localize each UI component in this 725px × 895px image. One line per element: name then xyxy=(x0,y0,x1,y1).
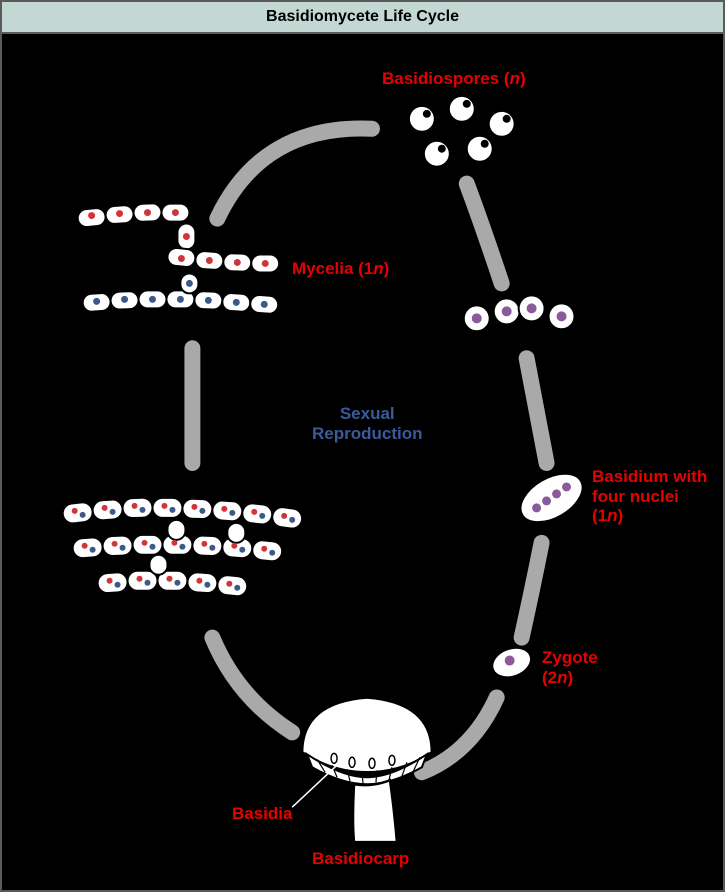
label-basidiospores: Basidiospores (n) xyxy=(382,69,526,89)
figure-title: Basidiomycete Life Cycle xyxy=(2,2,723,34)
figure-container: Basidiomycete Life Cycle xyxy=(0,0,725,892)
label-basidia: Basidia xyxy=(232,804,292,824)
label-basidium-four-nuclei: Basidium with four nuclei (1n) xyxy=(592,467,707,526)
label-sexual-reproduction: SexualReproduction xyxy=(312,404,423,443)
four-cells-group xyxy=(464,295,575,331)
zygote-group xyxy=(488,643,535,683)
basidiospores-group xyxy=(409,96,515,167)
label-zygote: Zygote (2n) xyxy=(542,648,598,687)
cycle-arrows xyxy=(192,129,546,773)
mycelia-group xyxy=(77,203,279,314)
diagram-area: Basidiospores (n) Mycelia (1n) SexualRep… xyxy=(2,34,723,890)
basidium-four-nuclei-group xyxy=(512,464,591,532)
label-basidiocarp: Basidiocarp xyxy=(312,849,409,869)
label-mycelia: Mycelia (1n) xyxy=(292,259,389,279)
lifecycle-svg xyxy=(2,34,723,890)
basidiocarp-group xyxy=(292,697,432,842)
dikaryotic-group xyxy=(62,497,304,597)
